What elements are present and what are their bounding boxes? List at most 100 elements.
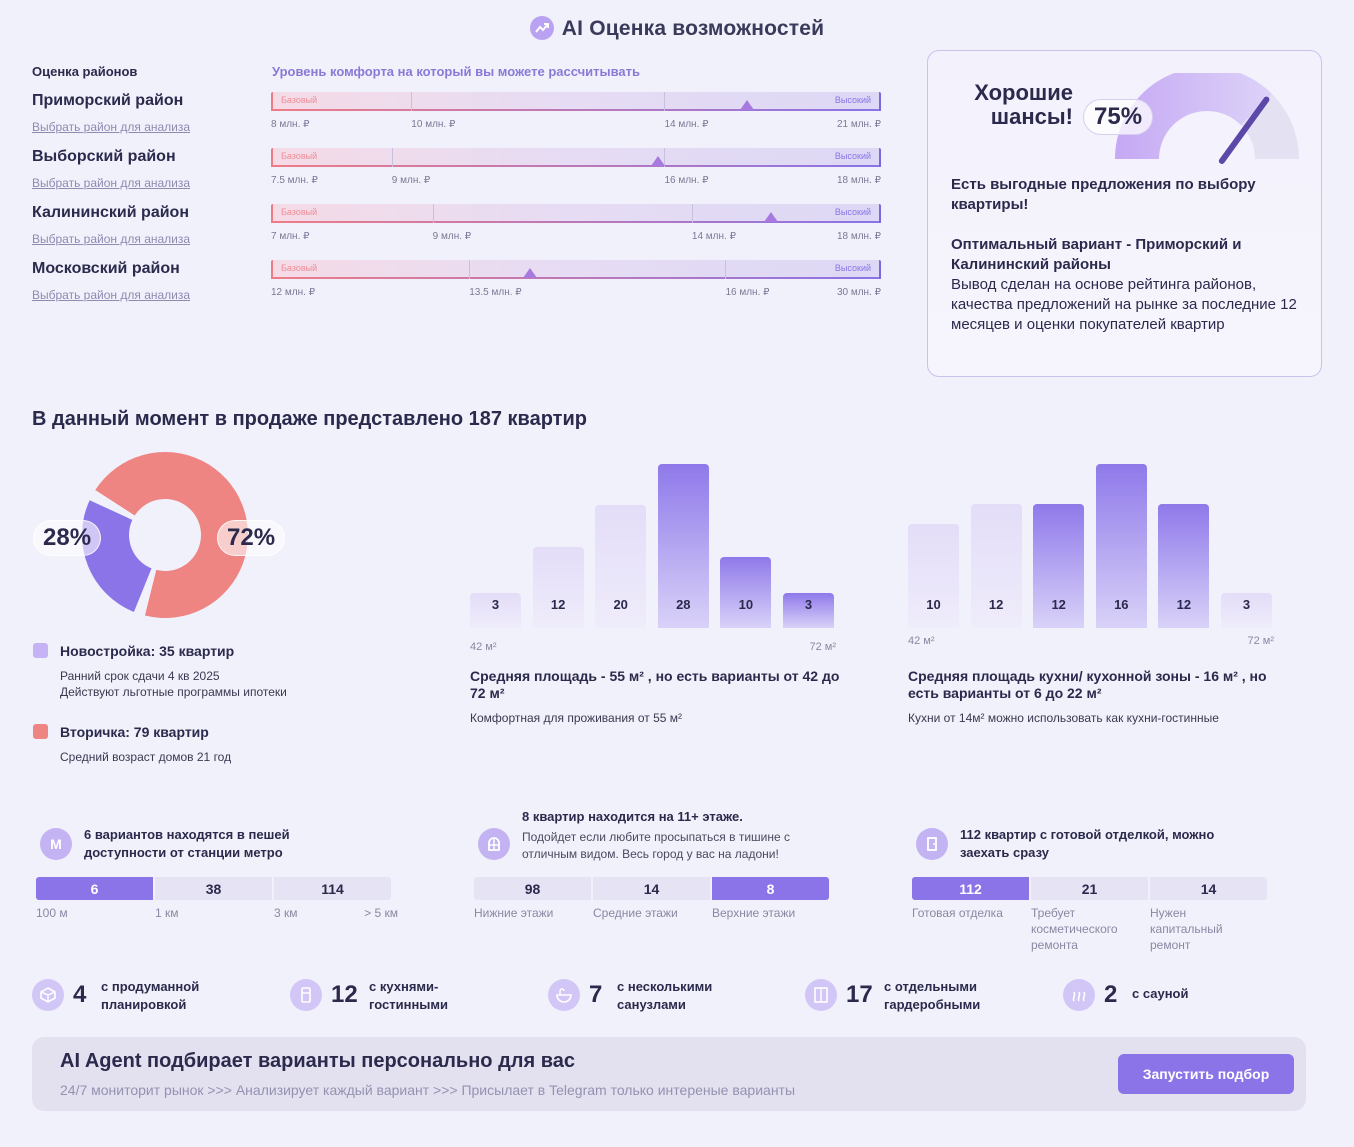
select-district-link[interactable]: Выбрать район для анализа	[32, 232, 191, 246]
sauna-icon	[1063, 979, 1095, 1011]
stat-segment: 14	[1150, 877, 1267, 900]
stat-subtitle: Подойдет если любите просыпаться в тишин…	[522, 830, 791, 861]
comfort-bar-line	[271, 109, 881, 111]
chart-caption: Средняя площадь - 55 м² , но есть вариан…	[470, 668, 840, 701]
feature-count: 2	[1104, 981, 1118, 1008]
chart-axis-end-label: 72 м²	[809, 641, 836, 653]
comfort-marker-icon	[651, 156, 666, 166]
chart-bar: 3	[783, 593, 834, 628]
comfort-bar-line	[271, 221, 881, 223]
districts-column-title: Оценка районов	[32, 64, 138, 79]
comfort-bar-start	[271, 92, 273, 111]
chart-bar-value: 10	[926, 596, 941, 612]
cta-panel: AI Agent подбирает варианты персонально …	[32, 1037, 1306, 1111]
chart-bar-value: 3	[1242, 597, 1251, 612]
stat-segment-label: 100 м	[36, 906, 68, 920]
stat-segment: 6	[36, 877, 153, 900]
chart-bar-value: 12	[1176, 596, 1192, 612]
window-icon	[478, 828, 510, 860]
comfort-bar-tick	[391, 148, 393, 167]
price-tick-label: 9 млн. ₽	[391, 175, 431, 186]
feature-count: 17	[846, 981, 873, 1008]
metro-letter: М	[50, 836, 62, 852]
select-district-link[interactable]: Выбрать район для анализа	[32, 120, 191, 134]
bath-icon	[548, 979, 580, 1011]
door-icon	[916, 828, 948, 860]
chart-bar: 28	[657, 464, 709, 628]
chart-subcaption: Комфортная для проживания от 55 м²	[470, 711, 683, 725]
comfort-high-label: Высокий	[834, 95, 871, 105]
feature-text: с несколькими санузлами	[617, 979, 713, 1012]
price-tick-label: 13.5 млн. ₽	[469, 287, 522, 298]
layout-icon	[32, 979, 64, 1011]
stat-segment-label: Нижние этажи	[474, 906, 554, 920]
stat-segment: 112	[912, 877, 1029, 900]
donut-new-percent: 28%	[33, 520, 102, 556]
chart-axis-start-label: 42 м²	[908, 635, 935, 647]
price-tick-label: 30 млн. ₽	[836, 287, 881, 298]
feature-text: с кухнями-гостинными	[369, 979, 449, 1012]
chances-text-3: Вывод сделан на основе рейтинга районов,…	[951, 276, 1297, 333]
stat-segment-label: Средние этажи	[593, 906, 678, 920]
trend-icon	[529, 16, 554, 40]
price-tick-label: 10 млн. ₽	[411, 119, 456, 130]
page-title: AI Оценка возможностей	[0, 16, 1354, 41]
legend-new-swatch	[33, 643, 48, 658]
stat-segment-label: > 5 км	[364, 906, 398, 920]
comfort-high-label: Высокий	[834, 263, 871, 273]
chances-card: Хорошие шансы! 75% Есть выгодные предлож…	[927, 50, 1322, 377]
feature-count: 4	[73, 981, 87, 1008]
legend-new-sub-1: Ранний срок сдачи 4 кв 2025	[60, 669, 220, 683]
chances-percent: 75%	[1083, 99, 1154, 135]
price-tick-label: 18 млн. ₽	[836, 231, 881, 242]
start-search-button[interactable]: Запустить подбор	[1118, 1054, 1294, 1094]
chart-bar-value: 28	[676, 597, 691, 612]
feature-count: 12	[331, 981, 358, 1008]
feature-text: с сауной	[1132, 986, 1189, 1001]
select-district-link[interactable]: Выбрать район для анализа	[32, 288, 191, 302]
stat-segment-label: Требует косметического ремонта	[1031, 906, 1118, 952]
comfort-low-label: Базовый	[281, 151, 318, 161]
price-tick-label: 8 млн. ₽	[271, 119, 310, 130]
chances-title-line-2: шансы!	[990, 104, 1073, 129]
chart-bar: 12	[532, 546, 584, 628]
section-title: В данный момент в продаже представлено 1…	[32, 408, 587, 430]
feature-text: с продуманной планировкой	[101, 979, 200, 1012]
donut-chart	[82, 452, 249, 618]
chart-bar: 10	[720, 556, 772, 628]
donut-secondary-percent: 72%	[217, 520, 286, 556]
stat-segment: 38	[155, 877, 272, 900]
stat-segment-label: Верхние этажи	[712, 906, 796, 920]
chart-bar-value: 3	[804, 597, 813, 612]
donut-segment-new	[82, 500, 152, 612]
district-name: Выборский район	[32, 148, 176, 165]
legend-new-sub: Ранний срок сдачи 4 кв 2025 Действуют ль…	[60, 668, 287, 700]
comfort-column-title: Уровень комфорта на который вы можете ра…	[272, 64, 641, 79]
chart-bar: 3	[470, 593, 521, 628]
feature-text: с отдельными гардеробными	[884, 979, 981, 1012]
price-tick-label: 7.5 млн. ₽	[271, 175, 318, 186]
comfort-bar-end	[879, 92, 881, 111]
select-district-link[interactable]: Выбрать район для анализа	[32, 176, 191, 190]
comfort-bar-line	[271, 277, 881, 279]
donut-segment-secondary	[95, 452, 249, 618]
chart-bar-value: 20	[613, 596, 628, 612]
comfort-bar-tick	[664, 92, 666, 111]
price-tick-label: 14 млн. ₽	[664, 119, 709, 130]
comfort-bar-tick	[725, 260, 727, 279]
legend-new-title: Новостройка: 35 квартир	[60, 643, 235, 659]
comfort-bar: Базовый Высокий	[271, 148, 881, 167]
metro-icon: М	[40, 828, 72, 860]
chart-axis-end-label: 72 м²	[1247, 635, 1274, 647]
comfort-bar-start	[271, 260, 273, 279]
price-tick-label: 16 млн. ₽	[725, 287, 770, 298]
price-tick-label: 12 млн. ₽	[271, 287, 316, 298]
chart-bar: 12	[1033, 503, 1085, 628]
comfort-low-label: Базовый	[281, 263, 318, 273]
comfort-marker-icon	[523, 268, 538, 278]
comfort-bar: Базовый Высокий	[271, 92, 881, 111]
stat-segment-label: 1 км	[155, 906, 179, 920]
price-tick-label: 7 млн. ₽	[271, 231, 310, 242]
chart-bar: 20	[595, 505, 647, 628]
comfort-bar-end	[879, 260, 881, 279]
